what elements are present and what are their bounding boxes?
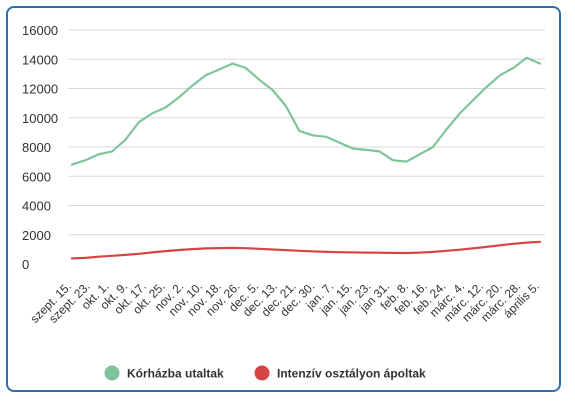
y-tick-label: 10000: [22, 111, 58, 126]
data-point: [245, 247, 247, 250]
data-point: [338, 251, 341, 253]
data-point: [539, 62, 541, 65]
data-point: [378, 251, 381, 254]
data-point: [178, 96, 180, 99]
data-point: [298, 130, 301, 132]
data-point: [271, 89, 274, 91]
data-point: [97, 153, 100, 156]
y-tick-label: 14000: [22, 52, 58, 67]
data-point: [258, 78, 261, 81]
data-point: [525, 241, 528, 244]
data-point: [499, 244, 501, 247]
data-point: [472, 247, 474, 250]
data-point: [111, 150, 113, 153]
data-point: [525, 56, 528, 59]
data-point: [231, 62, 234, 65]
data-point: [151, 251, 154, 254]
data-point: [445, 128, 448, 131]
data-point: [191, 248, 194, 250]
data-point: [191, 84, 194, 87]
y-tick-label: 4000: [22, 199, 51, 214]
data-point: [325, 135, 327, 138]
data-point: [311, 250, 314, 253]
data-point: [124, 254, 127, 256]
data-point: [485, 86, 488, 88]
data-point: [325, 251, 327, 253]
data-point: [311, 134, 314, 137]
data-point: [485, 246, 488, 248]
data-point: [111, 255, 113, 257]
data-point: [512, 67, 515, 69]
data-point: [298, 250, 301, 252]
data-point: [512, 243, 515, 245]
data-point: [204, 247, 207, 250]
data-point: [445, 250, 448, 252]
y-tick-label: 12000: [22, 82, 58, 97]
data-point: [124, 138, 127, 141]
data-point: [231, 247, 234, 249]
data-point: [285, 249, 287, 251]
data-point: [245, 67, 247, 69]
data-point: [84, 159, 87, 161]
data-point: [392, 159, 394, 161]
data-point: [71, 257, 73, 260]
data-point: [138, 121, 140, 123]
y-tick-label: 16000: [22, 23, 58, 38]
data-point: [365, 149, 367, 151]
data-point: [271, 248, 274, 251]
data-point: [432, 251, 434, 253]
data-point: [365, 251, 367, 254]
data-point: [258, 247, 261, 250]
y-tick-label: 0: [22, 257, 29, 272]
data-point: [204, 74, 207, 77]
data-point: [432, 146, 434, 148]
data-point: [472, 99, 474, 101]
legend-label: Intenzív osztályon ápoltak: [277, 367, 426, 381]
y-tick-label: 2000: [22, 228, 51, 243]
data-point: [97, 255, 100, 258]
data-point: [218, 68, 220, 71]
data-point: [84, 257, 87, 259]
data-point: [178, 249, 180, 251]
data-point: [151, 112, 154, 115]
data-point: [418, 251, 421, 254]
data-point: [418, 153, 421, 156]
y-tick-label: 8000: [22, 140, 51, 155]
data-point: [218, 247, 220, 249]
data-point: [138, 252, 140, 255]
data-point: [285, 105, 287, 107]
data-point: [164, 250, 167, 252]
legend-label: Kórházba utaltak: [127, 367, 224, 381]
data-point: [458, 248, 461, 251]
chart-frame: [6, 6, 561, 392]
data-point: [405, 252, 408, 254]
data-point: [164, 106, 167, 109]
y-tick-label: 6000: [22, 169, 51, 184]
data-point: [352, 251, 354, 254]
series-line-intenziv-osztalyon: [70, 240, 542, 260]
data-point: [352, 147, 354, 150]
data-point: [499, 74, 501, 77]
series-line-korhazba-utaltak: [70, 56, 542, 166]
data-point: [539, 240, 541, 243]
data-point: [71, 163, 73, 166]
data-point: [458, 112, 461, 115]
data-point: [392, 252, 394, 254]
data-point: [378, 150, 381, 153]
legend-marker: [254, 365, 270, 381]
data-point: [338, 141, 341, 144]
data-point: [405, 160, 408, 163]
legend-marker: [104, 365, 120, 381]
